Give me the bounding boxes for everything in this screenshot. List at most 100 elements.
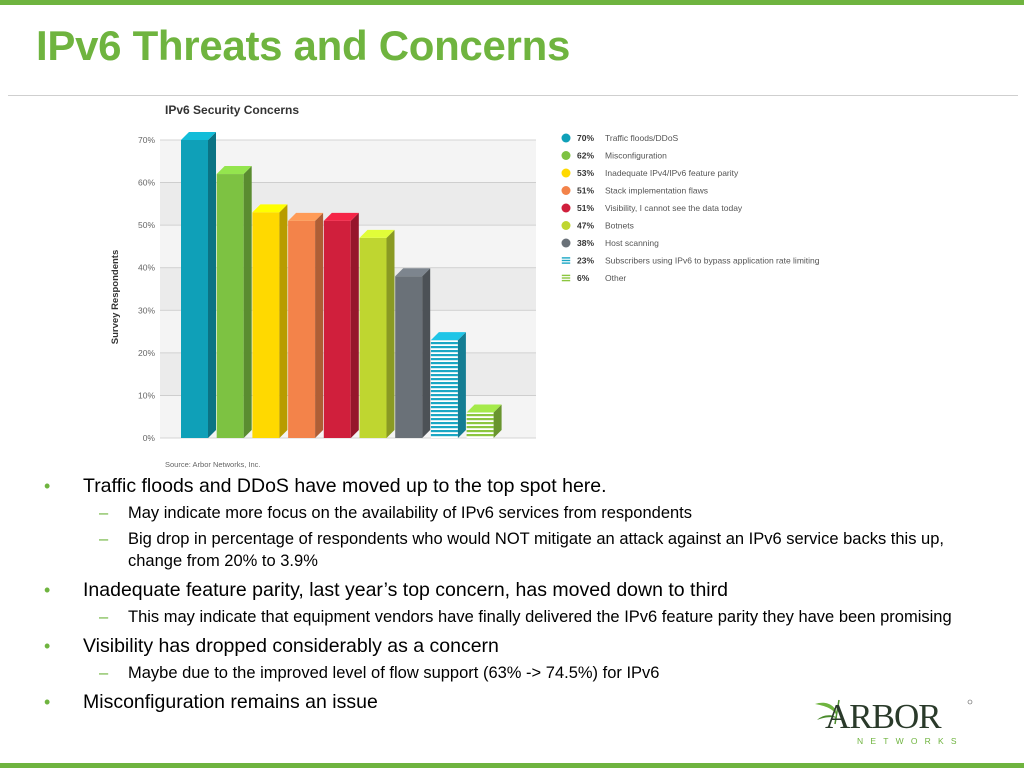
legend-swatch <box>561 238 571 248</box>
legend-value: 51% <box>577 203 594 213</box>
legend-value: 6% <box>577 273 590 283</box>
legend-value: 47% <box>577 221 594 231</box>
bullet-item: • Misconfiguration remains an issue <box>44 690 1004 714</box>
bullet-text: Traffic floods and DDoS have moved up to… <box>83 475 607 497</box>
bar-front <box>288 220 316 438</box>
y-tick-label: 70% <box>138 135 155 145</box>
bar-front <box>252 212 280 438</box>
bar <box>359 229 395 438</box>
bar <box>216 166 252 439</box>
bar-top <box>323 212 359 221</box>
bullet-item: • Traffic floods and DDoS have moved up t… <box>44 474 1004 498</box>
slide-title: IPv6 Threats and Concerns <box>36 22 571 69</box>
y-axis-label: Survey Respondents <box>110 250 121 345</box>
chart: IPv6 Security Concerns 0% 10% 20% 30% 40% 50%… <box>100 98 860 470</box>
legend-swatch <box>561 168 571 178</box>
legend-label: Visibility, I cannot see the data today <box>605 203 743 213</box>
y-tick-label: 50% <box>138 220 155 230</box>
bar-top <box>359 229 395 238</box>
bullet-marker: • <box>44 636 51 656</box>
sub-bullet-text: May indicate more focus on the availabil… <box>128 504 693 522</box>
bar-top <box>216 166 252 175</box>
sub-bullet-marker: – <box>99 608 109 626</box>
legend-value: 38% <box>577 238 594 248</box>
bullet-text: Visibility has dropped considerably as a… <box>83 635 499 657</box>
bullet-item: • Inadequate feature parity, last year’s … <box>44 578 1004 602</box>
bar-front <box>323 220 351 438</box>
sub-bullet-item: – May indicate more focus on the availabi… <box>44 502 988 524</box>
legend-swatch <box>561 133 571 143</box>
bar <box>252 204 288 438</box>
legend-item: 70% Traffic floods/DDoS <box>561 133 679 143</box>
bar-top <box>288 212 324 221</box>
bar-top <box>430 332 466 341</box>
sub-bullet-item: – Maybe due to the improved level of flow… <box>44 662 988 684</box>
logo-tagline: NETWORKS <box>857 736 964 746</box>
bullet-list: • Traffic floods and DDoS have moved up t… <box>44 474 1004 720</box>
legend-label: Inadequate IPv4/IPv6 feature parity <box>605 168 739 178</box>
sub-bullet-item: – Big drop in percentage of respondents w… <box>44 528 988 572</box>
bar-top <box>466 404 502 413</box>
legend-item: 23% Subscribers using IPv6 to bypass appl… <box>561 256 820 266</box>
legend-label: Host scanning <box>605 238 659 248</box>
grid-band <box>160 140 536 183</box>
bar-front <box>216 174 244 439</box>
legend-label: Subscribers using IPv6 to bypass applica… <box>605 256 820 266</box>
bar <box>430 332 466 438</box>
legend-item: 51% Stack implementation flaws <box>561 186 708 196</box>
bar-side <box>493 404 502 438</box>
bar-side <box>422 268 431 438</box>
bar <box>466 404 502 438</box>
sub-bullet-text: This may indicate that equipment vendors… <box>128 608 952 626</box>
bar-front <box>430 340 458 438</box>
bar-side <box>457 332 466 438</box>
bullet-item: • Visibility has dropped considerably as … <box>44 634 1004 658</box>
top-accent-bar <box>0 0 1024 5</box>
legend-value: 62% <box>577 151 594 161</box>
bar <box>323 212 359 438</box>
sub-bullet-text: Big drop in percentage of respondents wh… <box>128 530 944 570</box>
bullet-text: Misconfiguration remains an issue <box>83 691 378 713</box>
bar-front <box>466 412 494 438</box>
bar-front <box>359 237 387 438</box>
y-tick-label: 30% <box>138 305 155 315</box>
bar-top <box>252 204 288 213</box>
legend-value: 53% <box>577 168 594 178</box>
chart-legend: 70% Traffic floods/DDoS 62% Misconfiguratio… <box>561 133 820 283</box>
y-tick-label: 60% <box>138 178 155 188</box>
legend-item: 51% Visibility, I cannot see the data tod… <box>561 203 743 213</box>
sub-bullet-marker: – <box>99 664 109 682</box>
bar-side <box>279 204 288 438</box>
legend-swatch <box>561 221 571 230</box>
bar-top <box>181 132 216 140</box>
legend-label: Misconfiguration <box>605 151 667 161</box>
title-divider <box>8 95 1018 96</box>
logo-name: ARBOR <box>825 697 942 736</box>
legend-item: 38% Host scanning <box>561 238 659 248</box>
legend-value: 23% <box>577 256 594 266</box>
legend-item: 62% Misconfiguration <box>561 151 667 161</box>
legend-swatch <box>561 203 571 213</box>
sub-bullet-item: – This may indicate that equipment vendor… <box>44 606 988 628</box>
bullet-text: Inadequate feature parity, last year’s t… <box>83 579 728 601</box>
leaf-icon <box>815 699 840 725</box>
bar-front <box>181 140 208 438</box>
bar-top <box>395 268 431 277</box>
legend-swatch <box>561 151 571 160</box>
sub-bullet-text: Maybe due to the improved level of flow … <box>128 664 660 682</box>
bar <box>288 212 324 438</box>
legend-swatch <box>561 186 571 195</box>
bar-side <box>315 212 324 438</box>
bar <box>395 268 431 438</box>
bullet-marker: • <box>44 580 51 600</box>
sub-bullet-marker: – <box>99 530 109 548</box>
arbor-networks-logo: ARBOR NETWORKS <box>815 697 973 746</box>
bar-side <box>208 132 216 438</box>
legend-item: 53% Inadequate IPv4/IPv6 feature parity <box>561 168 739 178</box>
bar-side <box>350 212 359 438</box>
bar-side <box>243 166 252 439</box>
chart-title: IPv6 Security Concerns <box>165 103 299 117</box>
legend-label: Traffic floods/DDoS <box>605 133 679 143</box>
y-tick-label: 20% <box>138 348 155 358</box>
bar-front <box>395 276 423 438</box>
